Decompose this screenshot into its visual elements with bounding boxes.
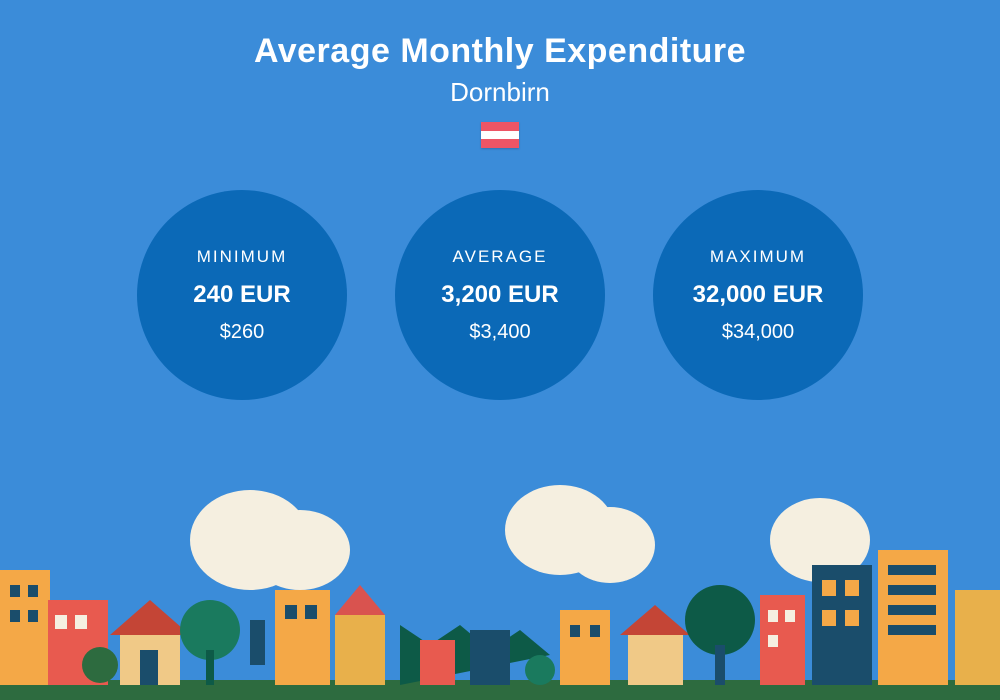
circle-minimum: MINIMUM 240 EUR $260 (137, 190, 347, 400)
circle-value: 240 EUR (193, 281, 290, 309)
flag-stripe-bottom (481, 139, 519, 148)
stat-circles: MINIMUM 240 EUR $260 AVERAGE 3,200 EUR $… (0, 190, 1000, 400)
page-subtitle: Dornbirn (0, 77, 1000, 108)
flag-stripe-middle (481, 131, 519, 140)
circle-average: AVERAGE 3,200 EUR $3,400 (395, 190, 605, 400)
circle-label: MINIMUM (197, 247, 287, 267)
header: Average Monthly Expenditure Dornbirn (0, 0, 1000, 148)
circle-maximum: MAXIMUM 32,000 EUR $34,000 (653, 190, 863, 400)
circle-value: 3,200 EUR (441, 281, 558, 309)
circle-label: MAXIMUM (710, 247, 806, 267)
circle-usd: $34,000 (722, 321, 794, 344)
flag-icon (481, 122, 519, 148)
circle-usd: $260 (220, 321, 265, 344)
cityscape-illustration (0, 470, 1000, 700)
flag-stripe-top (481, 122, 519, 131)
circle-usd: $3,400 (469, 321, 530, 344)
circle-label: AVERAGE (453, 247, 548, 267)
page-title: Average Monthly Expenditure (0, 32, 1000, 71)
circle-value: 32,000 EUR (693, 281, 824, 309)
